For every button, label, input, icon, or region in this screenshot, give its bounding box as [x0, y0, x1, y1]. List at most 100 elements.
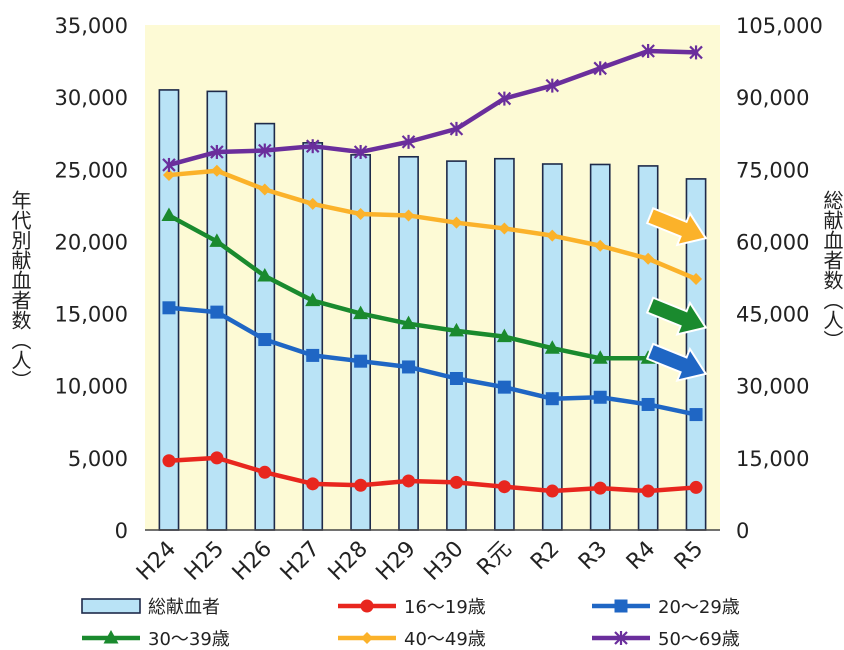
point-0-3 — [306, 477, 320, 491]
point-0-11 — [689, 480, 703, 494]
point-3-8 — [546, 229, 559, 242]
point-0-0 — [162, 454, 176, 468]
legend-marker — [361, 632, 373, 644]
trend-arrow-0 — [645, 206, 708, 247]
legend-label: 16～19歳 — [404, 597, 486, 618]
point-0-10 — [641, 484, 655, 498]
bar-R3 — [589, 163, 611, 531]
series-line-3 — [166, 168, 699, 282]
point-3-2 — [258, 183, 271, 196]
point-4-8 — [545, 78, 560, 93]
point-0-1 — [210, 451, 224, 465]
point-3-3 — [306, 197, 319, 210]
point-2-0 — [161, 207, 177, 221]
point-3-0 — [162, 169, 175, 182]
left-tick-label: 10,000 — [55, 375, 128, 399]
point-4-0 — [162, 157, 176, 172]
legend-item-5: 50～69歳 — [592, 629, 740, 650]
legend-label: 20～29歳 — [658, 597, 740, 618]
point-3-6 — [450, 216, 463, 229]
point-3-5 — [402, 209, 415, 222]
bar-H30 — [446, 160, 467, 531]
category-label: R5 — [670, 537, 708, 575]
series-0 — [162, 451, 703, 498]
left-tick-label: 15,000 — [55, 303, 128, 327]
left-tick-label: 25,000 — [55, 158, 128, 182]
category-label: H25 — [180, 537, 229, 586]
point-1-10 — [641, 397, 655, 411]
category-label: H27 — [276, 537, 325, 586]
point-0-7 — [497, 480, 511, 494]
point-3-10 — [642, 252, 655, 265]
series-line-4 — [166, 48, 699, 168]
point-2-4 — [353, 305, 369, 320]
point-1-8 — [545, 392, 559, 406]
point-1-0 — [162, 301, 176, 315]
point-3-9 — [594, 239, 607, 252]
point-2-6 — [448, 322, 464, 337]
category-label: H29 — [372, 537, 421, 586]
point-3-4 — [354, 208, 367, 221]
point-0-6 — [449, 475, 463, 489]
legend-label: 総献血者 — [148, 597, 220, 618]
arrows-layer — [645, 206, 708, 382]
point-2-3 — [305, 292, 321, 307]
legend-label: 30～39歳 — [148, 629, 230, 650]
trend-arrow-2 — [645, 342, 708, 382]
point-0-5 — [402, 474, 416, 488]
series-3 — [162, 164, 703, 285]
legend-label: 40～49歳 — [404, 629, 486, 650]
point-3-7 — [498, 222, 511, 235]
point-1-3 — [306, 348, 320, 362]
bar-R元 — [493, 157, 515, 531]
right-axis-ticks: 0 15,000 30,000 45,000 60,000 75,000 90,000 105… — [736, 14, 823, 543]
plot-background — [145, 25, 720, 530]
series-line-1 — [166, 305, 699, 417]
point-2-8 — [544, 340, 560, 354]
point-2-5 — [401, 315, 417, 330]
series-2 — [161, 207, 704, 374]
lines-layer — [161, 43, 704, 498]
legend-item-3: 30～39歳 — [82, 629, 230, 650]
point-4-6 — [449, 121, 464, 136]
category-label: H28 — [324, 537, 373, 586]
category-label: R元 — [473, 537, 517, 581]
right-axis-label: 総献血者数（人） — [820, 190, 844, 350]
legend-marker — [360, 599, 374, 613]
legend-item-1: 16～19歳 — [338, 597, 486, 618]
point-1-9 — [593, 390, 607, 404]
point-1-5 — [402, 360, 416, 374]
point-4-3 — [305, 139, 320, 154]
point-1-6 — [449, 372, 463, 385]
left-tick-label: 0 — [115, 519, 128, 543]
category-label: R2 — [526, 537, 564, 575]
category-label: R3 — [574, 537, 612, 575]
legend-item-2: 20～29歳 — [592, 597, 740, 618]
point-0-9 — [593, 481, 607, 495]
category-label: H26 — [228, 537, 277, 586]
right-tick-label: 30,000 — [736, 375, 809, 399]
point-3-11 — [690, 272, 703, 285]
category-label: H24 — [132, 537, 181, 586]
right-tick-label: 15,000 — [736, 447, 809, 471]
point-4-10 — [641, 43, 655, 58]
left-axis-ticks: 0 5,000 10,000 15,000 20,000 25,000 30,000 35,0… — [55, 14, 128, 543]
point-0-4 — [354, 478, 368, 492]
left-tick-label: 5,000 — [68, 447, 128, 471]
point-0-2 — [258, 465, 272, 479]
point-4-4 — [353, 144, 368, 159]
legend-item-0: 総献血者 — [81, 597, 220, 618]
series-line-2 — [166, 213, 699, 371]
legend-item-4: 40～49歳 — [338, 629, 486, 650]
right-tick-label: 75,000 — [736, 158, 809, 182]
point-4-11 — [689, 45, 703, 60]
point-4-2 — [258, 143, 272, 158]
point-1-7 — [497, 380, 511, 394]
point-2-2 — [257, 268, 273, 282]
right-tick-label: 105,000 — [736, 14, 823, 38]
point-4-5 — [401, 134, 416, 149]
point-2-7 — [496, 328, 512, 343]
right-tick-label: 60,000 — [736, 230, 809, 254]
legend-marker — [103, 630, 119, 644]
